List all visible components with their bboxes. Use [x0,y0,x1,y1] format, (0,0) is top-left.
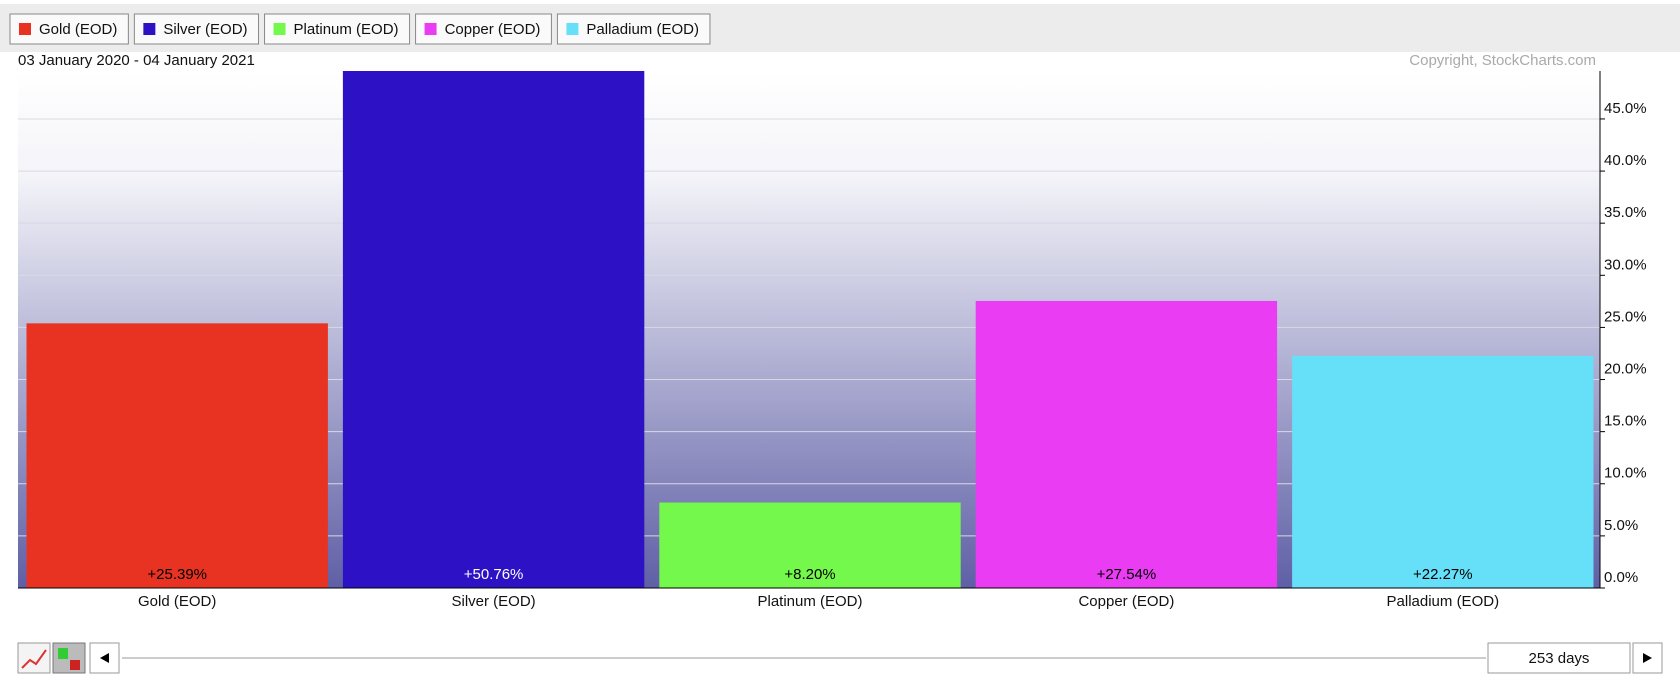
bar [26,323,328,588]
value-label: +25.39% [147,566,207,583]
legend-swatch [143,23,156,35]
bar [342,71,645,588]
legend-button[interactable] [264,13,411,45]
value-label: +22.27% [1413,566,1473,583]
legend-button[interactable] [415,13,552,45]
y-tick-label: 5.0% [1604,517,1638,534]
legend-item[interactable]: Copper (EOD) [415,13,552,45]
value-label: +27.54% [1097,566,1157,583]
bar-icon-up [58,648,68,659]
value-label: +8.20% [784,566,835,583]
legend-label: Copper (EOD) [445,21,541,38]
arrow-left [100,653,109,663]
bar-icon-down [70,660,80,670]
x-tick-label: Palladium (EOD) [1387,593,1500,610]
legend-item[interactable]: Platinum (EOD) [264,13,411,45]
legend-label: Silver (EOD) [163,21,247,38]
y-tick-label: 20.0% [1604,361,1647,378]
legend-item[interactable]: Silver (EOD) [133,13,260,45]
y-tick-label: 15.0% [1604,413,1647,430]
x-tick-label: Platinum (EOD) [757,593,862,610]
line-icon [21,649,47,669]
y-tick-label: 25.0% [1604,308,1647,325]
legend-swatch [19,23,31,35]
x-tick-label: Gold (EOD) [138,593,216,610]
controls: 253 days [17,642,1663,674]
legend-item[interactable]: Palladium (EOD) [556,13,711,45]
y-tick-label: 40.0% [1604,152,1647,169]
legend-swatch [566,23,579,35]
legend-label: Palladium (EOD) [586,21,699,38]
legend-label: Platinum (EOD) [294,21,399,38]
date-range: 03 January 2020 - 04 January 2021 [18,52,255,69]
range-days: 253 days [1529,650,1590,667]
legend-button[interactable] [556,13,711,45]
x-tick-label: Silver (EOD) [452,593,536,610]
value-label: +50.76% [464,566,524,583]
range-slider[interactable] [1487,642,1631,674]
y-tick-label: 35.0% [1604,204,1647,221]
bar [1292,355,1594,588]
legend-label: Gold (EOD) [39,21,117,38]
arrow-right [1643,653,1652,663]
scroll-left-button[interactable] [89,642,120,674]
bar [659,502,961,588]
x-tick-label: Copper (EOD) [1078,593,1174,610]
legend-swatch [273,23,286,35]
y-tick-label: 0.0% [1604,569,1638,586]
legend-item[interactable]: Gold (EOD) [9,13,129,45]
legend-swatch [424,23,437,35]
bar [975,300,1278,588]
y-tick-label: 45.0% [1604,100,1647,117]
copyright: Copyright, StockCharts.com [1409,52,1596,69]
bar-view-button[interactable] [52,642,86,674]
y-tick-label: 30.0% [1604,256,1647,273]
y-tick-label: 10.0% [1604,465,1647,482]
